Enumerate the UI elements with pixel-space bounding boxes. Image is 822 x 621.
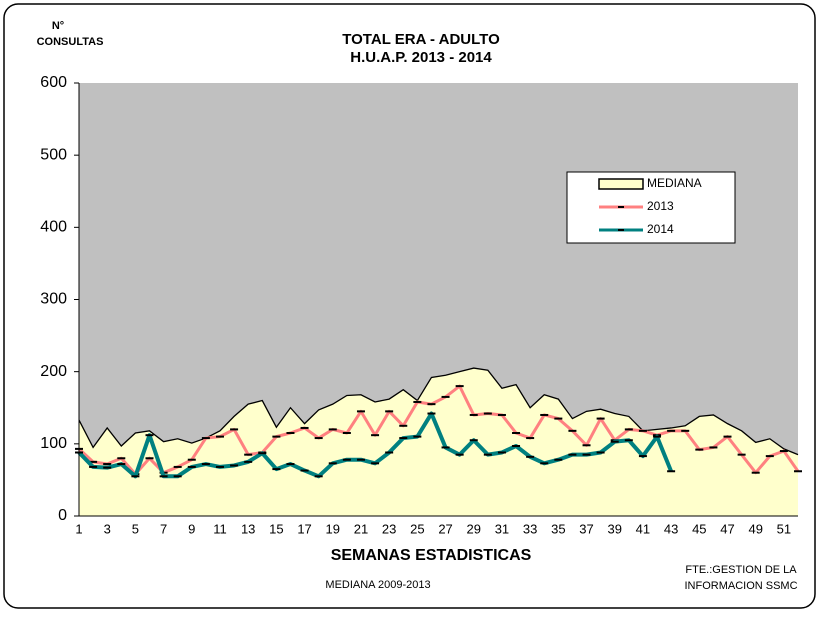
x-tick-label: 13 [241, 521, 255, 536]
x-tick-label: 51 [777, 521, 791, 536]
x-tick-label: 19 [326, 521, 340, 536]
x-tick-label: 31 [495, 521, 509, 536]
legend-box [566, 171, 736, 244]
legend-label: 2013 [647, 199, 674, 213]
y-tick-label: 500 [40, 146, 67, 163]
chart-subtitle: H.U.A.P. 2013 - 2014 [350, 49, 492, 66]
x-tick-label: 27 [438, 521, 452, 536]
x-tick-label: 21 [354, 521, 368, 536]
x-tick-label: 11 [213, 521, 227, 536]
area-outline [78, 367, 799, 456]
x-tick-label: 17 [297, 521, 311, 536]
x-tick-label: 29 [467, 521, 481, 536]
line [77, 384, 800, 476]
y-axis-label: CONSULTAS [37, 36, 104, 48]
x-tick-label: 33 [523, 521, 537, 536]
legend-swatch [598, 178, 644, 190]
y-tick-label: 600 [40, 74, 67, 91]
source-note: FTE.:GESTION DE LA [685, 564, 797, 576]
x-tick-label: 45 [692, 521, 706, 536]
x-tick-label: 43 [664, 521, 678, 536]
x-tick-label: 41 [636, 521, 650, 536]
x-tick-label: 47 [720, 521, 734, 536]
x-tick-label: 35 [551, 521, 565, 536]
x-tick-label: 3 [104, 521, 111, 536]
caption: MEDIANA 2009-2013 [325, 579, 430, 591]
x-axis-label: SEMANAS ESTADISTICAS [331, 547, 532, 564]
x-tick-label: 49 [748, 521, 762, 536]
x-tick-label: 39 [607, 521, 621, 536]
chart-title: TOTAL ERA - ADULTO [342, 31, 500, 48]
x-tick-label: 15 [269, 521, 283, 536]
y-tick-label: 300 [40, 291, 67, 308]
x-tick-label: 5 [132, 521, 139, 536]
y-tick-label: 100 [40, 435, 67, 452]
y-tick-label: 200 [40, 363, 67, 380]
x-tick-label: 9 [188, 521, 195, 536]
y-tick-label: 0 [58, 507, 67, 524]
y-axis-label: N° [52, 20, 64, 32]
legend-label: MEDIANA [647, 176, 702, 190]
source-note: INFORMACION SSMC [684, 580, 797, 592]
x-tick-label: 25 [410, 521, 424, 536]
area [79, 368, 798, 516]
x-tick-label: 23 [382, 521, 396, 536]
x-tick-label: 1 [75, 521, 82, 536]
y-tick-label: 400 [40, 219, 67, 236]
x-tick-label: 7 [160, 521, 167, 536]
legend-label: 2014 [647, 222, 674, 236]
x-tick-label: 37 [579, 521, 593, 536]
